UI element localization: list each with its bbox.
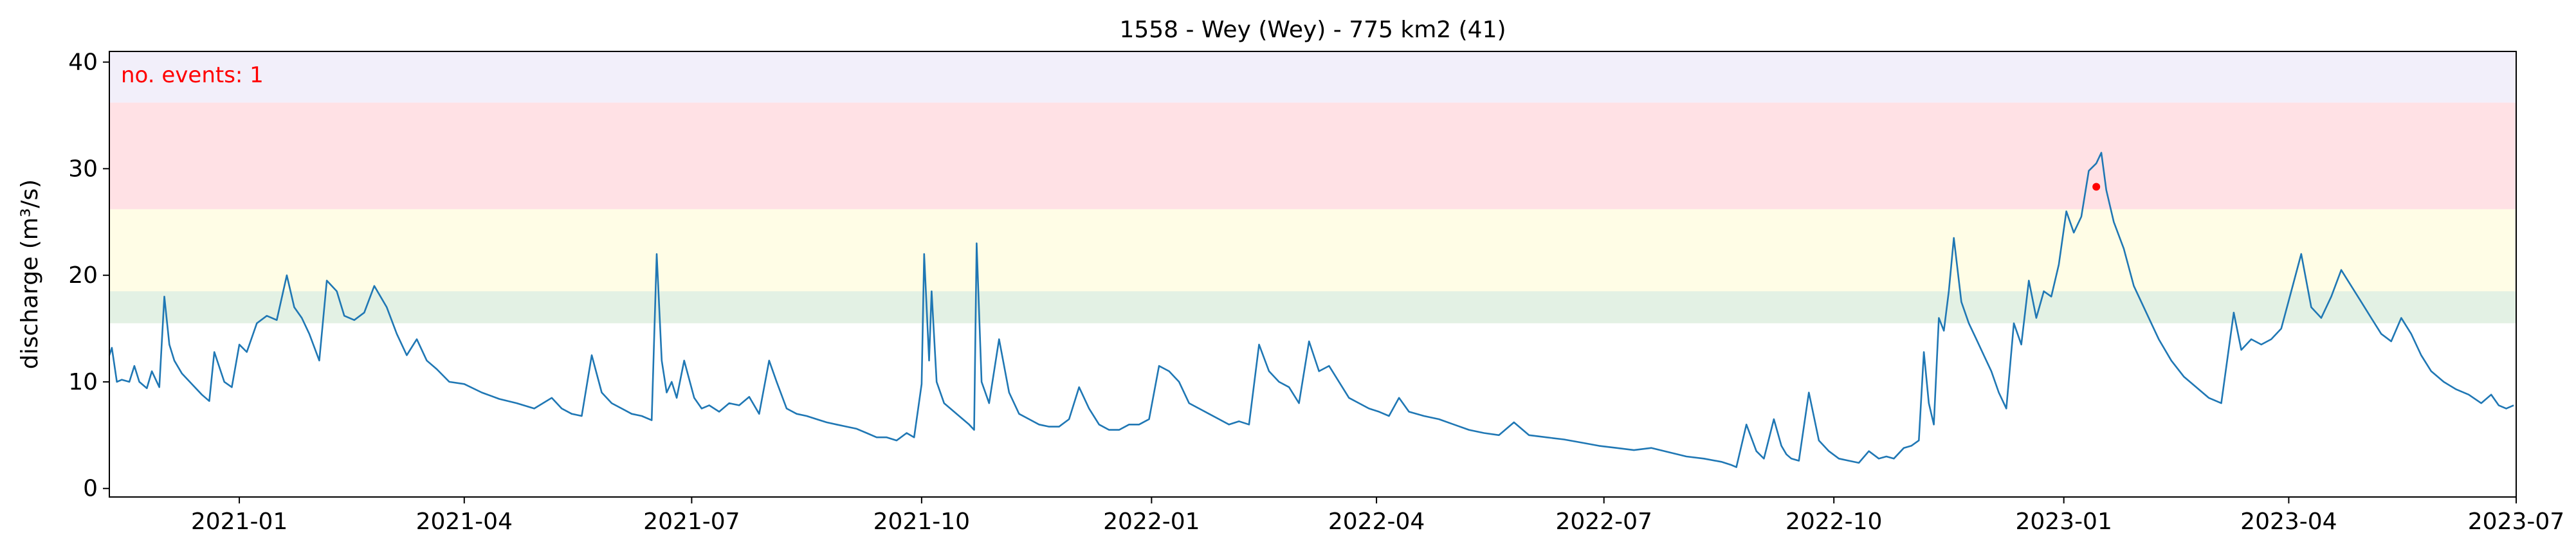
threshold-band-2	[109, 102, 2516, 210]
x-tick-label: 2021-07	[643, 509, 740, 535]
x-axis: 2021-01 2021-04 2021-07 2021-10 2022-01 2022-…	[191, 497, 2564, 535]
threshold-band-0	[109, 291, 2516, 323]
discharge-series-line	[108, 152, 2514, 468]
threshold-band-3	[109, 51, 2516, 103]
x-tick-label: 2021-10	[873, 509, 970, 535]
x-tick-label: 2022-01	[1103, 509, 1200, 535]
series-layer	[108, 152, 2514, 468]
y-tick-label: 30	[68, 156, 98, 182]
chart-title: 1558 - Wey (Wey) - 775 km2 (41)	[1119, 17, 1506, 43]
x-tick-label: 2021-04	[416, 509, 513, 535]
y-tick-label: 20	[68, 262, 98, 289]
threshold-bands	[109, 51, 2516, 323]
x-tick-label: 2022-10	[1786, 509, 1882, 535]
event-count-annotation: no. events: 1	[121, 62, 264, 88]
y-tick-label: 10	[68, 369, 98, 395]
y-tick-label: 40	[68, 50, 98, 76]
x-tick-label: 2023-04	[2240, 509, 2337, 535]
event-marker	[2092, 183, 2101, 191]
x-tick-label: 2022-04	[1328, 509, 1425, 535]
y-axis-label: discharge (m³/s)	[17, 179, 43, 369]
x-tick-label: 2023-07	[2468, 509, 2564, 535]
y-axis: 0 10 20 30 40	[68, 50, 109, 502]
x-tick-label: 2022-07	[1555, 509, 1652, 535]
x-tick-label: 2023-01	[2015, 509, 2112, 535]
y-tick-label: 0	[83, 476, 98, 502]
threshold-band-1	[109, 209, 2516, 292]
x-tick-label: 2021-01	[191, 509, 288, 535]
plot-frame	[109, 51, 2517, 498]
